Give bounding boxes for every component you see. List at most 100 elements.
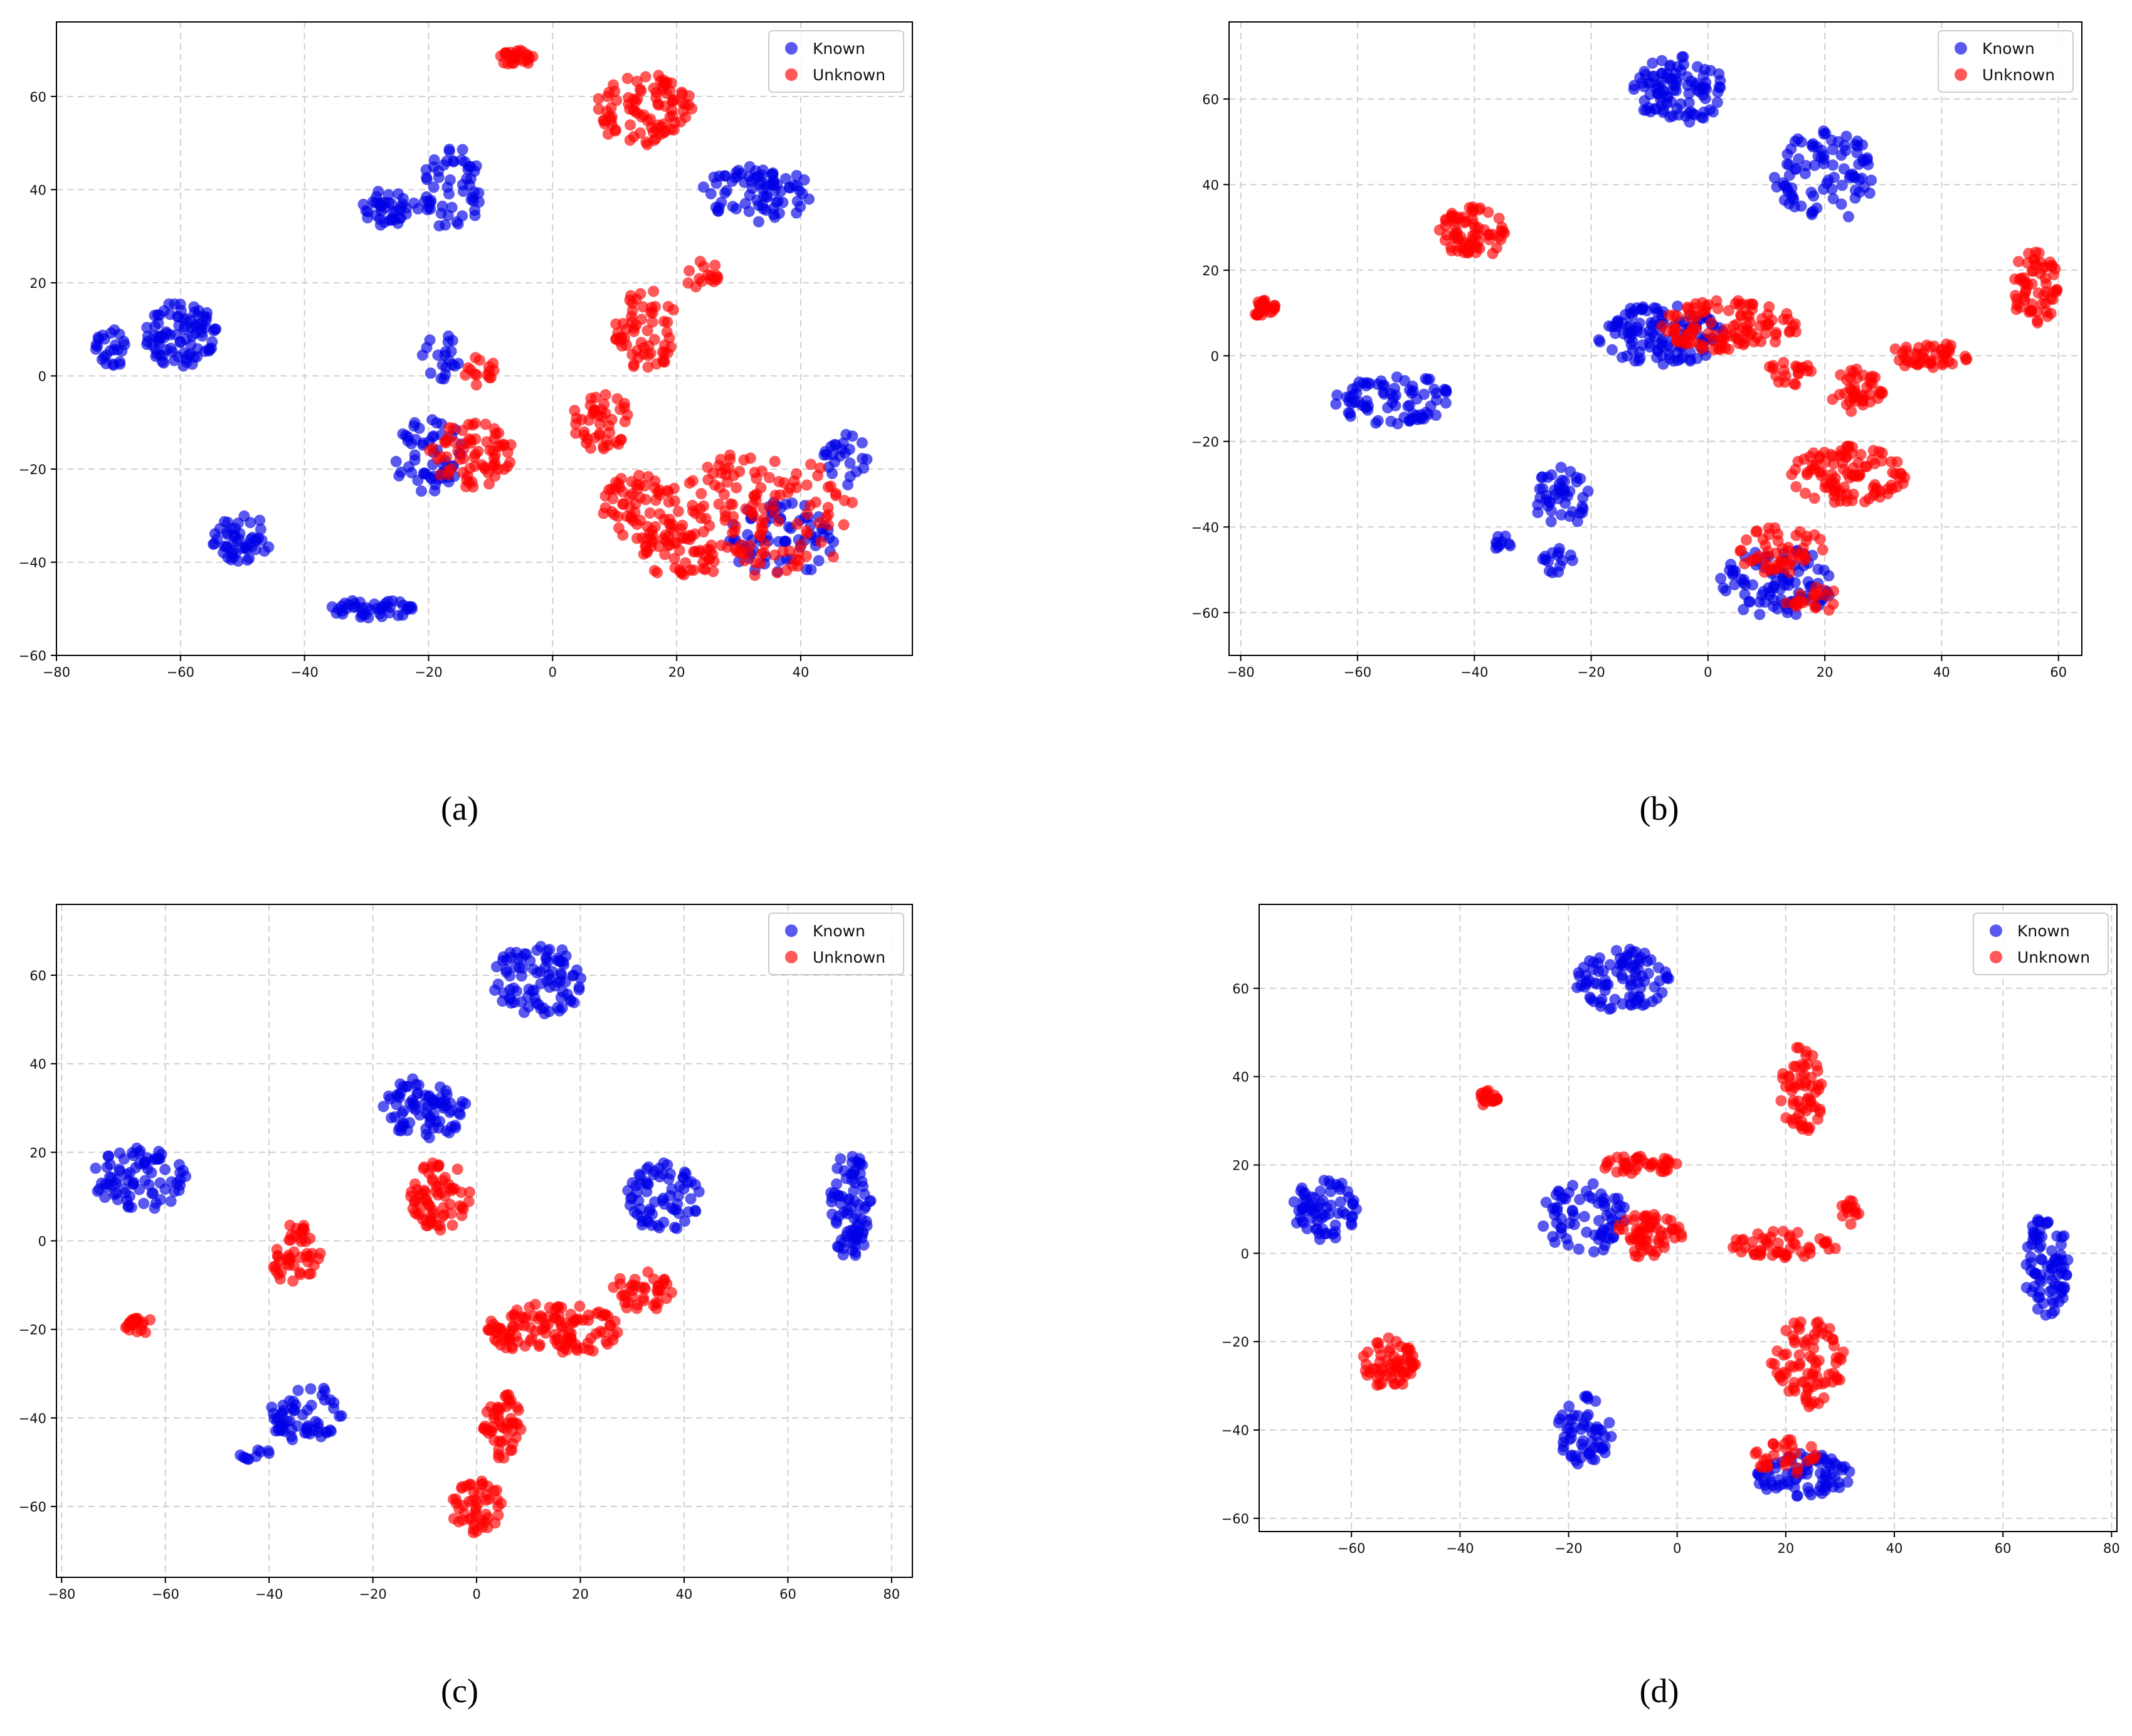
data-point bbox=[1793, 153, 1805, 165]
data-point bbox=[428, 154, 440, 166]
data-point bbox=[1792, 1095, 1804, 1107]
data-point bbox=[2032, 1303, 2044, 1315]
data-point bbox=[713, 498, 725, 510]
data-point bbox=[703, 553, 715, 565]
data-point bbox=[812, 470, 824, 482]
data-point bbox=[749, 490, 761, 502]
data-point bbox=[1595, 1228, 1607, 1240]
data-point bbox=[757, 502, 769, 514]
legend-label-known: Known bbox=[813, 40, 865, 58]
x-tick-label: 40 bbox=[793, 665, 810, 680]
data-point bbox=[1348, 1195, 1359, 1207]
data-point bbox=[734, 465, 746, 477]
data-point bbox=[646, 534, 658, 546]
data-point bbox=[1532, 499, 1544, 511]
data-point bbox=[1628, 83, 1640, 95]
data-point bbox=[769, 549, 781, 561]
data-point bbox=[1813, 1355, 1825, 1367]
data-point bbox=[1836, 179, 1848, 191]
data-point bbox=[394, 596, 406, 608]
data-point bbox=[668, 482, 680, 494]
data-point bbox=[1781, 606, 1793, 618]
data-point bbox=[1683, 97, 1695, 109]
data-point bbox=[702, 543, 714, 555]
data-point bbox=[1545, 516, 1557, 527]
data-point bbox=[1864, 188, 1876, 199]
data-point bbox=[1768, 172, 1780, 184]
data-point bbox=[336, 600, 348, 612]
data-point bbox=[657, 346, 668, 358]
data-point bbox=[620, 323, 632, 335]
y-tick-label: 40 bbox=[1232, 1070, 1249, 1085]
data-point bbox=[1566, 554, 1578, 566]
data-point bbox=[617, 499, 629, 511]
data-point bbox=[631, 93, 643, 105]
data-point bbox=[141, 322, 153, 334]
data-point bbox=[813, 517, 825, 529]
data-point bbox=[756, 548, 768, 560]
data-point bbox=[727, 201, 739, 213]
data-point bbox=[584, 442, 596, 454]
data-point bbox=[2025, 1257, 2037, 1269]
data-point bbox=[642, 471, 654, 482]
data-point bbox=[1812, 1079, 1824, 1091]
data-point bbox=[1798, 1069, 1810, 1081]
data-point bbox=[1664, 111, 1676, 123]
data-point bbox=[1655, 93, 1667, 105]
data-point bbox=[1767, 600, 1779, 612]
data-point bbox=[815, 536, 827, 548]
data-point bbox=[1636, 77, 1648, 89]
data-point bbox=[440, 369, 451, 381]
data-point bbox=[1808, 159, 1820, 171]
axes-frame bbox=[56, 21, 913, 656]
data-point bbox=[1534, 483, 1546, 495]
data-point bbox=[1634, 352, 1646, 364]
legend-box bbox=[768, 30, 904, 93]
data-point bbox=[598, 398, 610, 410]
data-point bbox=[209, 528, 221, 540]
data-point bbox=[1361, 402, 1373, 414]
data-point bbox=[1656, 341, 1668, 352]
data-point bbox=[1476, 1087, 1488, 1099]
data-point bbox=[1396, 1378, 1408, 1390]
data-point bbox=[661, 76, 673, 88]
data-point bbox=[1808, 190, 1820, 202]
data-point bbox=[1822, 174, 1834, 186]
data-point bbox=[695, 488, 707, 500]
data-point bbox=[1493, 213, 1505, 225]
data-point bbox=[1614, 1200, 1626, 1212]
data-point bbox=[1739, 588, 1751, 600]
data-point bbox=[1625, 302, 1637, 314]
data-point bbox=[1558, 1436, 1570, 1448]
data-point bbox=[222, 529, 234, 541]
data-point bbox=[188, 301, 200, 313]
data-point bbox=[1573, 1243, 1585, 1255]
data-point bbox=[805, 564, 817, 576]
data-point bbox=[1780, 1112, 1792, 1124]
data-point bbox=[1644, 88, 1656, 100]
data-point bbox=[1830, 1357, 1842, 1368]
data-point bbox=[1761, 1483, 1773, 1495]
data-point bbox=[1491, 536, 1502, 548]
data-point bbox=[181, 356, 193, 368]
data-point bbox=[697, 181, 709, 193]
data-point bbox=[439, 436, 451, 448]
data-point bbox=[659, 549, 671, 561]
data-point bbox=[1638, 1239, 1650, 1251]
data-point bbox=[386, 214, 398, 226]
x-tick-label: 0 bbox=[549, 665, 557, 680]
x-tick-label: −20 bbox=[414, 665, 442, 680]
data-point bbox=[813, 555, 825, 566]
data-point bbox=[372, 186, 384, 198]
data-point bbox=[1632, 963, 1644, 975]
data-point bbox=[662, 539, 674, 551]
data-point bbox=[1648, 1249, 1660, 1261]
data-point bbox=[1628, 990, 1640, 1002]
data-point bbox=[628, 359, 640, 371]
data-point bbox=[681, 533, 693, 545]
data-point bbox=[621, 511, 633, 522]
data-point bbox=[1370, 417, 1382, 429]
data-point bbox=[617, 529, 629, 541]
data-point bbox=[1672, 347, 1684, 359]
data-point bbox=[578, 426, 590, 438]
